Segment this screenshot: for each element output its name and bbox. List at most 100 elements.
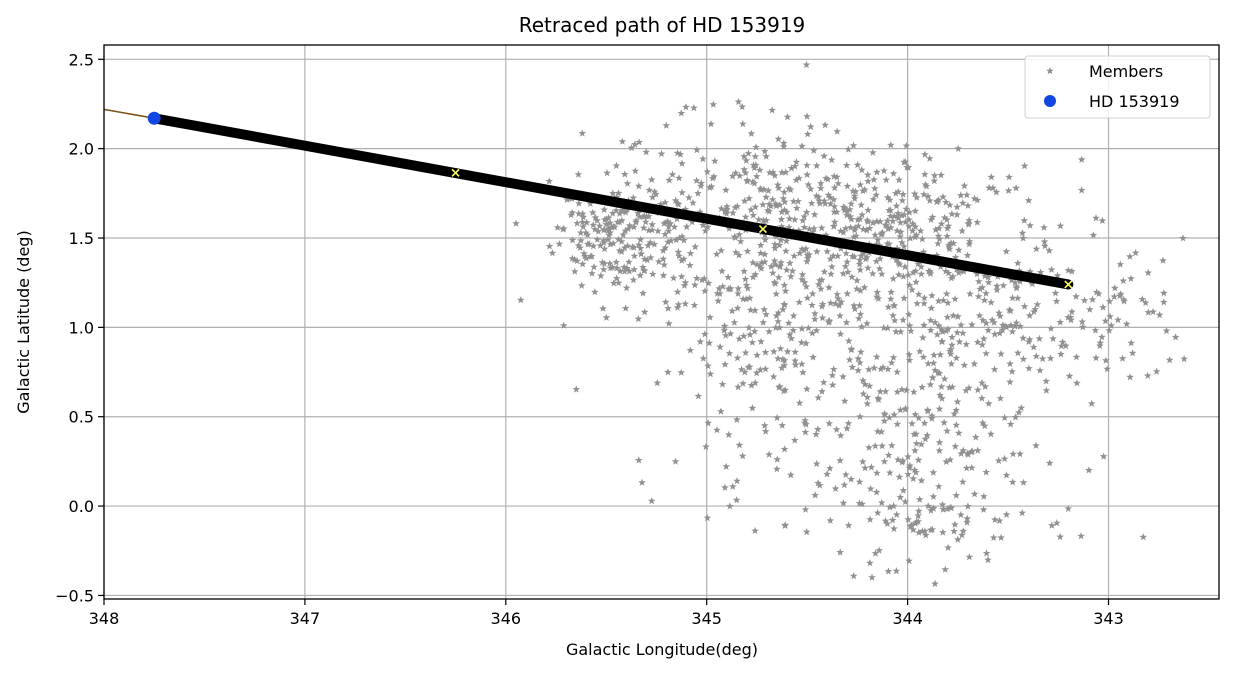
member-star xyxy=(1064,504,1073,512)
member-star xyxy=(778,168,786,176)
member-star xyxy=(881,387,890,395)
member-star xyxy=(721,360,729,368)
member-star xyxy=(863,226,871,234)
member-star xyxy=(1014,349,1022,357)
member-star xyxy=(748,404,757,412)
member-star xyxy=(613,218,622,226)
member-star xyxy=(1064,313,1072,321)
member-star xyxy=(892,189,900,197)
member-star xyxy=(759,216,768,224)
member-star xyxy=(1116,260,1125,268)
member-star xyxy=(902,205,911,213)
member-star xyxy=(898,238,906,246)
member-star xyxy=(781,287,790,295)
member-star xyxy=(748,338,757,346)
member-star xyxy=(742,281,751,289)
member-star xyxy=(780,387,788,395)
member-star xyxy=(844,419,853,427)
member-star xyxy=(780,188,788,196)
member-star xyxy=(1077,532,1085,540)
member-star xyxy=(615,246,624,254)
member-star xyxy=(661,298,670,306)
member-star xyxy=(1160,298,1168,306)
member-star xyxy=(850,252,858,260)
member-star xyxy=(1095,289,1103,298)
member-star xyxy=(696,208,704,216)
member-star xyxy=(948,383,957,391)
chart-title: Retraced path of HD 153919 xyxy=(519,13,806,37)
member-star xyxy=(545,177,553,185)
member-star xyxy=(1085,466,1093,474)
member-star xyxy=(756,166,764,174)
member-star xyxy=(873,240,881,248)
member-star xyxy=(1107,321,1116,329)
member-star xyxy=(725,430,733,438)
member-star xyxy=(1049,334,1057,342)
member-star xyxy=(911,267,920,275)
member-star xyxy=(870,364,878,372)
member-star xyxy=(963,514,971,522)
member-star xyxy=(939,193,947,201)
member-star xyxy=(814,479,822,487)
member-star xyxy=(1006,307,1015,315)
member-star xyxy=(959,446,968,454)
member-star xyxy=(674,300,683,308)
member-star xyxy=(761,427,770,435)
member-star xyxy=(865,382,874,390)
member-star xyxy=(764,186,773,194)
member-star xyxy=(746,294,754,302)
member-star xyxy=(664,304,672,312)
member-star xyxy=(1008,478,1017,486)
member-star xyxy=(905,350,913,358)
member-star xyxy=(677,109,686,117)
member-star xyxy=(1086,305,1094,313)
member-star xyxy=(1101,317,1110,325)
member-star xyxy=(817,224,826,232)
member-star xyxy=(774,354,782,362)
member-star xyxy=(772,290,780,298)
member-star xyxy=(887,223,895,231)
member-star xyxy=(1099,303,1107,311)
member-star xyxy=(873,168,881,176)
member-star xyxy=(765,327,773,335)
member-star xyxy=(828,381,837,389)
member-star xyxy=(991,515,999,523)
member-star xyxy=(577,236,585,244)
member-star xyxy=(646,253,655,261)
member-star xyxy=(900,210,908,219)
member-star xyxy=(778,208,786,216)
member-star xyxy=(934,297,943,305)
member-star xyxy=(906,461,914,469)
member-star xyxy=(1119,276,1128,285)
member-star xyxy=(975,311,984,319)
member-star xyxy=(864,206,872,214)
member-star xyxy=(735,230,744,238)
member-star xyxy=(957,449,965,457)
member-star xyxy=(842,470,850,478)
member-star xyxy=(962,340,971,348)
member-star xyxy=(844,145,853,153)
member-star xyxy=(889,311,897,319)
member-star xyxy=(639,289,647,297)
member-star xyxy=(800,212,809,220)
member-star xyxy=(926,269,935,277)
member-star xyxy=(1032,245,1041,253)
member-star xyxy=(1092,354,1100,362)
y-tick-label: 0.5 xyxy=(69,408,94,427)
member-star xyxy=(739,379,747,387)
member-star xyxy=(677,272,686,280)
member-star xyxy=(1006,359,1014,368)
member-star xyxy=(780,206,789,214)
member-star xyxy=(609,189,617,197)
member-star xyxy=(757,337,765,345)
member-star xyxy=(681,278,690,286)
member-star xyxy=(777,222,786,230)
member-star xyxy=(759,318,767,326)
member-star xyxy=(700,274,708,283)
member-star xyxy=(761,230,769,239)
member-star xyxy=(873,217,881,225)
member-star xyxy=(787,164,796,172)
member-star xyxy=(1162,326,1171,335)
member-star xyxy=(944,298,952,307)
member-star xyxy=(694,392,703,400)
